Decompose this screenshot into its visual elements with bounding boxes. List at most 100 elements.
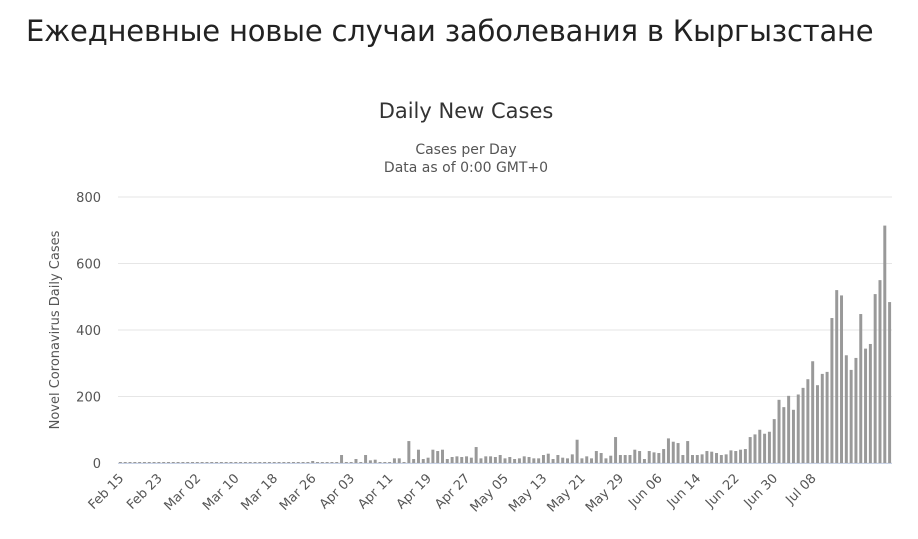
bar [541, 455, 545, 463]
bar [575, 439, 579, 463]
bar-series [118, 225, 892, 464]
x-tick-label: Mar 10 [200, 471, 243, 514]
bar [739, 449, 743, 463]
bar [493, 457, 497, 463]
bar [508, 457, 512, 463]
bar [772, 419, 776, 463]
bar [460, 457, 464, 463]
bar [229, 462, 233, 463]
bar [517, 458, 521, 463]
bar [657, 453, 661, 463]
bar [215, 462, 219, 463]
bar [421, 459, 425, 463]
bar [710, 451, 714, 463]
x-tick-label: Mar 18 [239, 471, 282, 514]
bar [734, 451, 738, 463]
y-axis-ticks: 0 200 400 600 800 [76, 191, 101, 472]
bar [258, 462, 262, 463]
bar [883, 225, 887, 463]
bar [642, 459, 646, 463]
bar [864, 348, 868, 463]
bar [267, 462, 271, 463]
bar [364, 455, 368, 463]
bar [888, 302, 892, 463]
bar [633, 449, 637, 463]
bar [801, 387, 805, 463]
bar [527, 457, 531, 463]
bar [465, 456, 469, 463]
bar [123, 462, 127, 463]
bar [316, 462, 319, 463]
bar [729, 450, 733, 463]
bar [484, 456, 488, 463]
bar [234, 462, 238, 463]
page-heading: Ежедневные новые случаи заболевания в Кы… [26, 14, 874, 48]
bar [445, 459, 449, 463]
bar [354, 459, 358, 463]
x-tick-label: Jun 06 [625, 471, 665, 511]
bar [171, 462, 175, 463]
bar [868, 343, 872, 463]
x-tick-label: Apr 19 [394, 471, 435, 512]
bar [320, 462, 324, 463]
bar [652, 452, 656, 463]
bar [344, 462, 348, 463]
bar [532, 458, 536, 463]
bar [291, 462, 295, 463]
bar [614, 437, 618, 463]
bar [287, 462, 291, 463]
bar [263, 462, 267, 463]
bar [133, 462, 137, 463]
bar [388, 462, 392, 463]
x-tick-label: Feb 15 [86, 471, 128, 513]
x-tick-label: May 05 [468, 471, 512, 515]
bar [191, 462, 195, 463]
x-tick-label: May 13 [506, 471, 550, 515]
bar [719, 455, 723, 463]
bar [623, 455, 627, 463]
bar [239, 462, 243, 463]
bar [647, 451, 651, 463]
bar [599, 453, 603, 463]
bar [546, 453, 550, 463]
bar [272, 462, 276, 463]
bar [282, 462, 286, 463]
bar [416, 449, 420, 463]
bar [431, 449, 435, 463]
bar [118, 462, 122, 463]
bar [753, 434, 757, 463]
bar [200, 462, 204, 463]
bar [758, 429, 762, 463]
bar [340, 455, 344, 463]
y-tick-label: 800 [76, 191, 101, 206]
bar [441, 449, 444, 463]
bar [378, 462, 382, 463]
bar [296, 462, 300, 463]
bar [840, 295, 844, 463]
bar [162, 462, 166, 463]
bar [489, 456, 493, 463]
bar [474, 447, 478, 463]
bar [566, 458, 569, 463]
bar [397, 458, 401, 463]
bar [878, 280, 882, 464]
bar [503, 458, 507, 463]
bar [128, 462, 132, 463]
bar [469, 457, 473, 463]
chart-subtitle-line-2: Data as of 0:00 GMT+0 [384, 160, 548, 176]
bar [176, 462, 180, 463]
bar [594, 451, 598, 463]
bar [811, 361, 815, 463]
x-tick-label: Jun 14 [664, 471, 704, 511]
x-tick-label: May 21 [545, 471, 589, 515]
x-tick-label: Apr 11 [355, 471, 396, 512]
bar [676, 443, 680, 463]
bar [609, 455, 613, 463]
bar [392, 458, 396, 463]
bar [873, 294, 877, 463]
bar [715, 453, 719, 463]
bar [859, 314, 863, 463]
y-tick-label: 0 [93, 457, 101, 472]
bar [253, 462, 257, 463]
bar [181, 462, 185, 463]
